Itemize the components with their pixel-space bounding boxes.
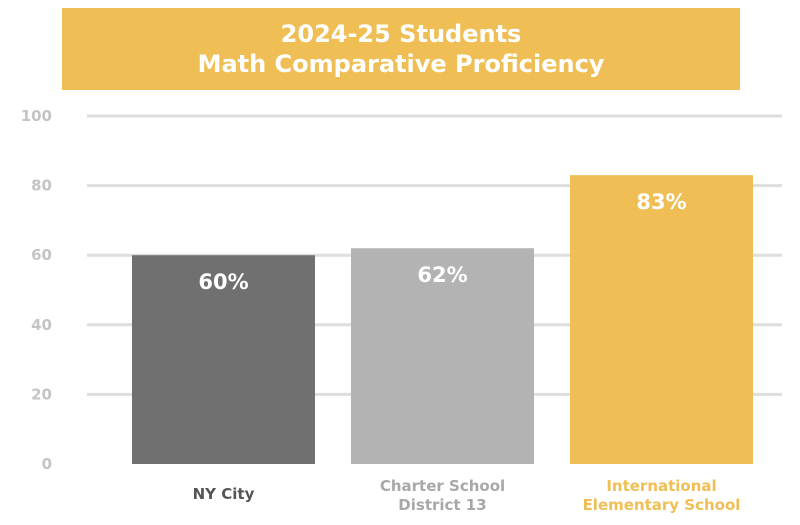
chart-title-line-1: 2024-25 Students <box>280 20 522 48</box>
bars: 60% 62% 83% <box>132 175 753 464</box>
category-label: Charter School <box>380 477 505 495</box>
y-tick-label: 80 <box>31 177 52 195</box>
y-axis-ticks: 0 20 40 60 80 100 <box>21 107 52 473</box>
y-tick-label: 40 <box>31 316 52 334</box>
chart-title-line-2: Math Comparative Proficiency <box>197 50 605 78</box>
y-tick-label: 0 <box>42 455 52 473</box>
bar-value-label: 60% <box>198 270 248 294</box>
bar-value-label: 83% <box>636 190 686 214</box>
y-tick-label: 60 <box>31 246 52 264</box>
chart-title-banner: 2024-25 Students Math Comparative Profic… <box>62 8 740 90</box>
bar-value-label: 62% <box>417 263 467 287</box>
category-label: International <box>606 477 716 495</box>
category-label: District 13 <box>398 496 486 514</box>
bar-2 <box>351 248 534 464</box>
bar-3 <box>570 175 753 464</box>
y-tick-label: 100 <box>21 107 52 125</box>
category-label: NY City <box>193 485 255 503</box>
category-label: Elementary School <box>583 496 741 514</box>
bar-1 <box>132 255 315 464</box>
y-tick-label: 20 <box>31 385 52 403</box>
